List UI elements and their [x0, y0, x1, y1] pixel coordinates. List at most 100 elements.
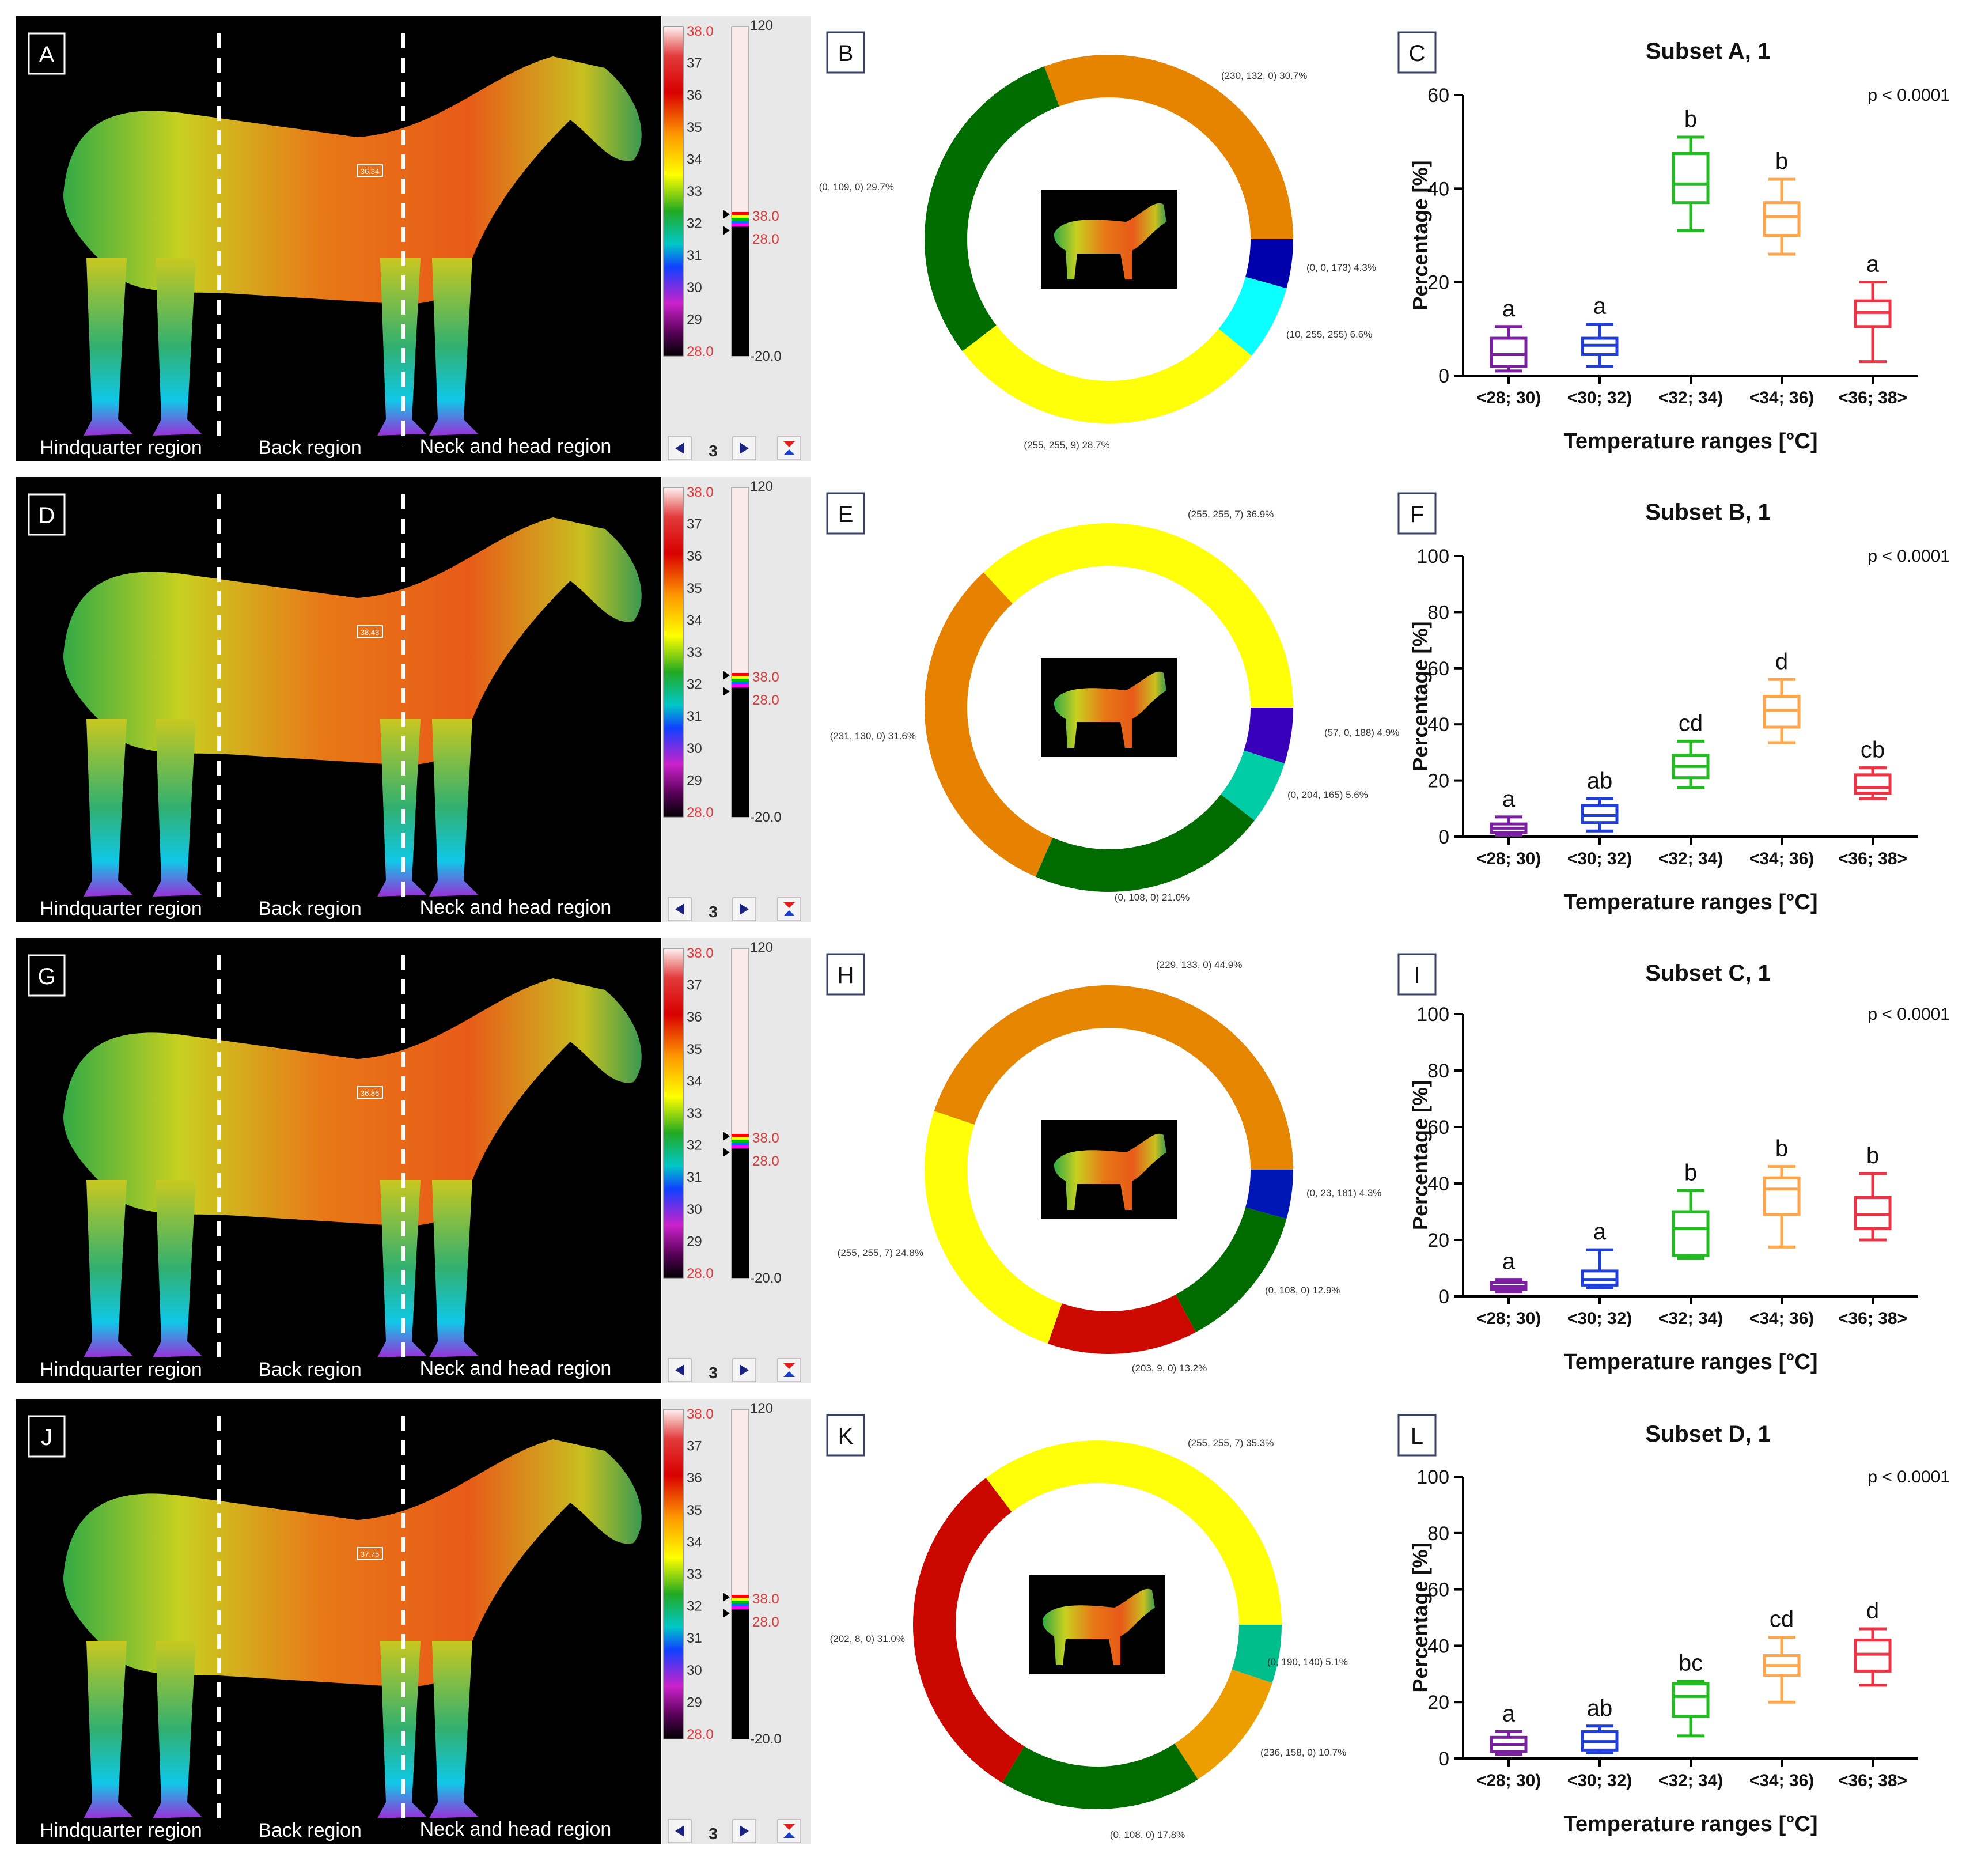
scale-tick-label: 29	[687, 1695, 702, 1710]
scale-tick-label: 31	[687, 248, 702, 263]
range-mark-low: 28.0	[752, 693, 779, 708]
y-tick-label: 40	[1427, 178, 1449, 200]
panel-letter-box	[826, 492, 865, 535]
spot-marker	[357, 625, 383, 638]
horse-body	[63, 517, 642, 765]
temperature-scale-panel: 38.0 37 36 35 34 33 32 31 30 29 28.0 120 38.0 28.0 -20…	[662, 16, 811, 461]
donut-slice-label: (255, 255, 7) 24.8%	[838, 1247, 923, 1258]
boxplot-column: C Subset A, 1p < 0.00010204060Percentage …	[1397, 31, 1950, 1836]
region-label-back: Back region	[258, 898, 362, 920]
panel-letter-box	[28, 1415, 66, 1458]
thumbnail-horse	[1054, 203, 1166, 279]
scale-tick-label: 38.0	[687, 945, 714, 961]
thermogram-panel: 36.86 G Hindquarter region Back region Neck …	[16, 938, 661, 1383]
region-label-hindquarter: Hindquarter region	[40, 1359, 202, 1380]
scale-tick-label: 30	[687, 1663, 702, 1678]
range-mark-high: 38.0	[752, 1130, 779, 1146]
donut-slice-label: (236, 158, 0) 10.7%	[1260, 1747, 1346, 1758]
donut-slice-label: (0, 190, 140) 5.1%	[1267, 1656, 1348, 1667]
y-axis-label: Percentage [%]	[1408, 160, 1432, 310]
donut-slice	[1221, 750, 1285, 821]
x-axis-label: Temperature ranges [°C]	[1563, 890, 1817, 914]
y-tick-label: 100	[1416, 1004, 1449, 1026]
region-label-neck-head: Neck and head region	[420, 897, 612, 918]
y-axis-label: Percentage [%]	[1408, 1542, 1432, 1692]
significance-letter: cd	[1679, 710, 1703, 736]
y-tick-label: 0	[1438, 1286, 1449, 1308]
scale-tick-label: 37	[687, 517, 702, 532]
donut-slice	[1048, 1294, 1196, 1354]
x-tick-label: <30; 32)	[1567, 388, 1632, 407]
range-marker-lower	[723, 1148, 730, 1157]
scale-tick-label: 35	[687, 120, 702, 135]
range-mark-high: 38.0	[752, 209, 779, 224]
x-tick-label: <34; 36)	[1749, 849, 1815, 868]
temperature-scale-column: 38.037363534333231302928.012038.028.0-20…	[662, 16, 811, 1844]
scale-tick-label: 33	[687, 1106, 702, 1121]
x-axis-label: Temperature ranges [°C]	[1563, 429, 1817, 453]
range-bar-dark	[732, 684, 749, 817]
y-tick-label: 0	[1438, 1748, 1449, 1770]
range-bar-dark	[732, 1606, 749, 1739]
significance-letter: a	[1502, 786, 1516, 812]
scale-tick-label: 35	[687, 581, 702, 596]
range-bar-dark	[732, 224, 749, 356]
range-bottom-label: -20.0	[750, 1731, 782, 1747]
y-tick-label: 40	[1427, 1173, 1449, 1195]
donut-slice-label: (0, 108, 0) 21.0%	[1115, 892, 1190, 903]
donut-slice-label: (0, 23, 181) 4.3%	[1306, 1187, 1381, 1198]
significance-letter: cb	[1861, 737, 1885, 763]
donut-slice	[925, 1111, 1062, 1344]
panel-letter: B	[838, 41, 854, 66]
range-stripe	[732, 1595, 749, 1598]
horse-leg	[429, 1180, 478, 1357]
range-stripe	[732, 218, 749, 221]
panel-letter: A	[39, 42, 55, 67]
panel-letter: K	[838, 1424, 854, 1449]
panel-letter: D	[39, 503, 55, 528]
donut-slice	[983, 523, 1293, 708]
next-arrow-icon	[740, 1364, 749, 1376]
region-label-back: Back region	[258, 437, 362, 459]
scale-tick-label: 32	[687, 677, 702, 693]
donut-slice-label: (0, 0, 173) 4.3%	[1306, 262, 1376, 273]
boxplot-chart: I Subset C, 1 p < 0.0001 0 20 40 60 80 100 Percen…	[1397, 953, 1950, 1374]
panel-letter: J	[41, 1425, 52, 1450]
panel-letter-box	[28, 493, 66, 536]
page-number: 3	[709, 1825, 718, 1843]
scale-tick-label: 35	[687, 1042, 702, 1057]
thumbnail-horse	[1054, 1133, 1166, 1210]
collapse-blue-icon	[783, 1832, 795, 1838]
next-arrow-icon	[740, 442, 749, 454]
range-marker-upper	[723, 1132, 730, 1141]
horse-leg	[153, 719, 202, 897]
significance-letter: a	[1502, 1249, 1516, 1274]
donut-slice	[1245, 1170, 1293, 1219]
significance-letter: a	[1502, 1701, 1516, 1727]
range-stripe	[732, 1137, 749, 1140]
range-top-label: 120	[750, 1401, 773, 1416]
x-tick-label: <34; 36)	[1749, 1309, 1815, 1328]
donut-slice	[1218, 277, 1287, 356]
y-tick-label: 0	[1438, 365, 1449, 387]
range-marker-upper	[723, 210, 730, 219]
x-tick-label: <36; 38>	[1838, 849, 1907, 868]
range-stripe	[732, 1598, 749, 1601]
scale-tick-label: 29	[687, 1234, 702, 1249]
donut-slice-label: (255, 255, 7) 35.3%	[1188, 1438, 1274, 1448]
collapse-blue-icon	[783, 1371, 795, 1377]
scale-tick-label: 30	[687, 741, 702, 757]
y-tick-label: 20	[1427, 770, 1449, 792]
horse-leg	[153, 1641, 202, 1818]
range-mark-high: 38.0	[752, 1591, 779, 1607]
donut-slice	[1245, 239, 1293, 289]
range-stripe	[732, 221, 749, 224]
prev-arrow-icon	[675, 1825, 684, 1837]
box-iqr	[1763, 1176, 1801, 1216]
donut-slice	[962, 325, 1252, 423]
scale-tick-label: 37	[687, 56, 702, 71]
range-stripe	[732, 224, 749, 226]
temperature-scale-panel: 38.0 37 36 35 34 33 32 31 30 29 28.0 120 38.0 28.0 -20…	[662, 938, 811, 1383]
box-iqr	[1854, 773, 1892, 795]
spot-temperature: 38.43	[361, 628, 380, 637]
